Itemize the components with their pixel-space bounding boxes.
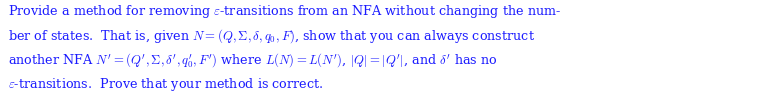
Text: $\varepsilon$-transitions.  Prove that your method is correct.: $\varepsilon$-transitions. Prove that yo…: [8, 76, 323, 93]
Text: Provide a method for removing $\varepsilon$-transitions from an NFA without chan: Provide a method for removing $\varepsil…: [8, 3, 561, 20]
Text: another NFA $N' = (Q', \Sigma, \delta', q_0', F')$ where $L(N) = L(N')$, $|Q| = : another NFA $N' = (Q', \Sigma, \delta', …: [8, 52, 497, 69]
Text: ber of states.  That is, given $N = (Q, \Sigma, \delta, q_0, F)$, show that you : ber of states. That is, given $N = (Q, \…: [8, 27, 534, 45]
